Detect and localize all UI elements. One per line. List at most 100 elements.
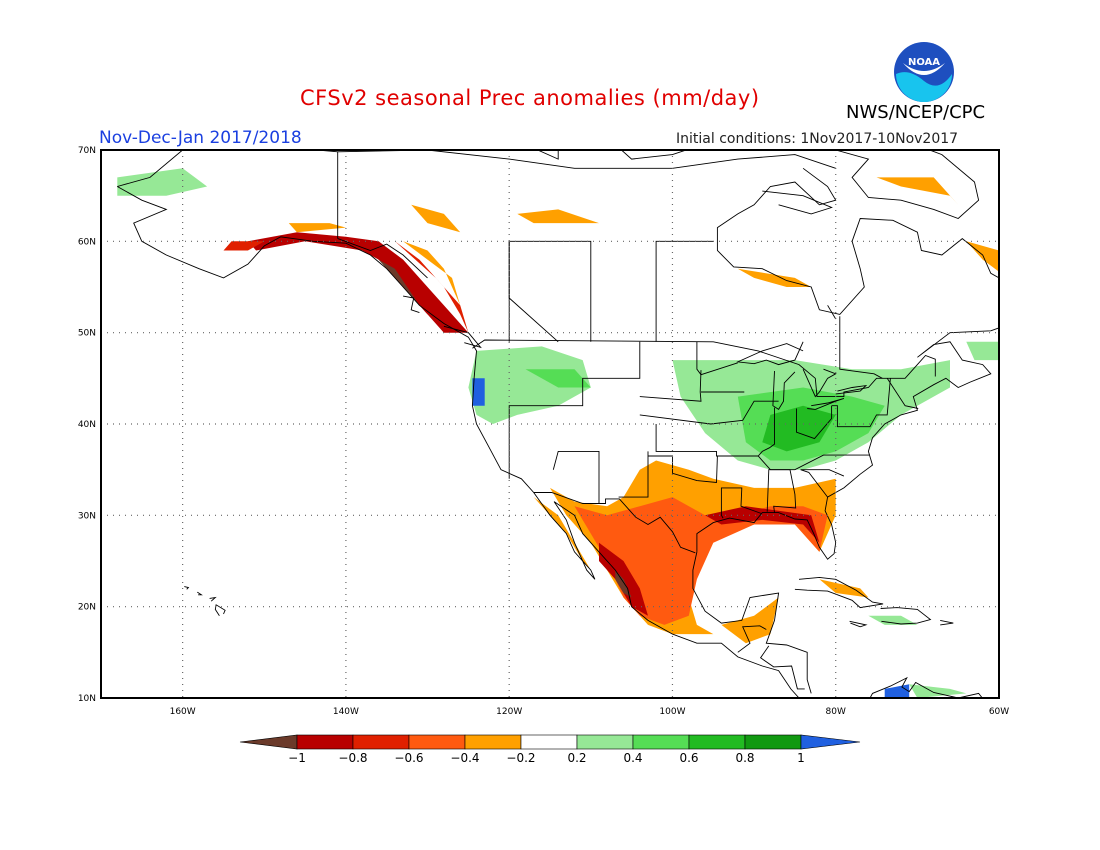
anomaly-patch-27 <box>868 615 918 625</box>
coastline-segment-19 <box>696 341 738 376</box>
anomaly-patch-4 <box>288 223 346 233</box>
anomaly-patch-13 <box>525 369 591 388</box>
colorbar-tick-label: −0.8 <box>338 751 367 765</box>
coastline-segment-27 <box>886 378 919 409</box>
coastline-segment-29 <box>655 240 714 342</box>
colorbar-tick-label: 0.6 <box>679 751 698 765</box>
coastline-segment-17 <box>639 400 779 425</box>
anomaly-patch-10 <box>223 241 265 251</box>
coastline-segment-2 <box>692 551 812 694</box>
coastline-segment-4 <box>472 339 936 398</box>
coastline-segment-21 <box>757 407 775 457</box>
anomaly-patch-14 <box>472 378 485 406</box>
coastline-segment-18 <box>639 370 702 402</box>
lat-tick-label: 60N <box>78 237 96 247</box>
coastline-segment-48 <box>536 150 559 160</box>
axis-ticks: 160W 140W 120W 100W 80W 60W 10N 20N 30N 40N 50N 60N… <box>78 146 1009 717</box>
coastline-segment-44 <box>403 295 420 314</box>
coastline-segment-42 <box>197 591 203 596</box>
lon-tick-label: 160W <box>170 707 196 717</box>
lon-tick-label: 100W <box>659 707 685 717</box>
anomaly-patch-18 <box>966 341 999 361</box>
lon-tick-label: 140W <box>333 707 359 717</box>
colorbar-segment <box>576 734 634 750</box>
agency-label: NWS/NCEP/CPC <box>846 102 986 123</box>
coastline-segment-7 <box>736 341 804 366</box>
coastline-layer <box>117 150 999 698</box>
colorbar-tick-label: 0.4 <box>623 751 642 765</box>
lat-tick-label: 50N <box>78 329 96 339</box>
coastline-segment-24 <box>766 469 797 513</box>
noaa-logo-icon: NOAA <box>894 42 954 102</box>
colorbar-tick-label: −1 <box>288 751 306 765</box>
coastline-segment-9 <box>802 368 837 398</box>
coastline-segment-28 <box>508 240 592 342</box>
map-frame <box>100 149 1000 699</box>
anomaly-patch-8 <box>876 177 959 205</box>
svg-text:NOAA: NOAA <box>908 57 940 68</box>
lon-tick-label: 120W <box>496 707 522 717</box>
anomaly-patch-6 <box>517 209 599 224</box>
anomaly-patches-layer <box>117 168 999 698</box>
coastline-segment-32 <box>839 316 883 379</box>
coastline-segment-40 <box>214 604 226 617</box>
coastline-segment-46 <box>794 150 980 220</box>
coastline-segment-35 <box>794 576 884 609</box>
lat-tick-label: 30N <box>78 511 96 521</box>
map-title: CFSv2 seasonal Prec anomalies (mm/day) <box>300 86 760 110</box>
colorbar-arrow-high <box>800 734 861 750</box>
lat-tick-label: 20N <box>78 603 96 613</box>
lat-tick-label: 10N <box>78 694 96 704</box>
anomaly-patch-26 <box>819 579 869 598</box>
colorbar-tick-label: 0.2 <box>567 751 586 765</box>
coastline-segment-14 <box>618 451 649 498</box>
colorbar-segment <box>408 734 466 750</box>
anomaly-patch-11 <box>117 168 208 196</box>
coastline-segment-30 <box>337 238 428 279</box>
anomaly-patch-29 <box>909 684 967 698</box>
coastline-segment-15 <box>648 455 718 483</box>
colorbar-tick-label: −0.4 <box>450 751 479 765</box>
coastline-segment-33 <box>737 625 767 653</box>
coastline-segment-39 <box>869 676 983 698</box>
colorbar-tick-label: 0.8 <box>735 751 754 765</box>
coastline-segment-50 <box>827 305 837 320</box>
coastline-segment-37 <box>849 620 868 628</box>
colorbar-tick-label: −0.6 <box>394 751 423 765</box>
colorbar: −1 −0.8 −0.6 −0.4 −0.2 0.2 0.4 0.6 0.8 1 <box>239 734 861 765</box>
coastline-segment-49 <box>762 190 833 215</box>
coastline-segment-10 <box>807 397 845 410</box>
colorbar-segment <box>520 734 578 750</box>
coastline-segment-23 <box>720 487 762 519</box>
lat-tick-label: 40N <box>78 420 96 430</box>
coastline-segment-22 <box>796 405 833 440</box>
coastline-segment-41 <box>209 596 217 602</box>
colorbar-segment <box>296 734 354 750</box>
colorbar-tick-label: −0.2 <box>506 751 535 765</box>
colorbar-tick-label: 1 <box>797 751 805 765</box>
colorbar-segment <box>744 734 802 750</box>
coastline-segment-36 <box>880 607 932 625</box>
coastline-segment-11 <box>835 384 868 395</box>
coastline-segment-25 <box>800 469 845 498</box>
lon-tick-label: 80W <box>826 707 846 717</box>
coastline-segment-0 <box>117 150 836 187</box>
colorbar-segment <box>352 734 410 750</box>
lat-tick-label: 70N <box>78 146 96 156</box>
coastline-segment-13 <box>552 450 600 504</box>
coastline-segment-3 <box>696 167 999 560</box>
lon-tick-label: 60W <box>989 707 1009 717</box>
colorbar-segment <box>632 734 690 750</box>
coastline-segment-47 <box>620 150 688 160</box>
coastline-segment-45 <box>443 325 482 349</box>
coastline-segment-8 <box>772 370 796 411</box>
anomaly-patch-17 <box>762 405 836 452</box>
anomaly-patch-28 <box>884 684 910 698</box>
coastline-segment-6 <box>533 492 696 554</box>
coastline-segment-38 <box>940 619 954 626</box>
anomaly-patch-22 <box>599 542 648 616</box>
anomaly-patch-25 <box>721 597 779 644</box>
coastline-segment-34 <box>759 645 805 690</box>
coastline-segment-43 <box>184 586 190 590</box>
